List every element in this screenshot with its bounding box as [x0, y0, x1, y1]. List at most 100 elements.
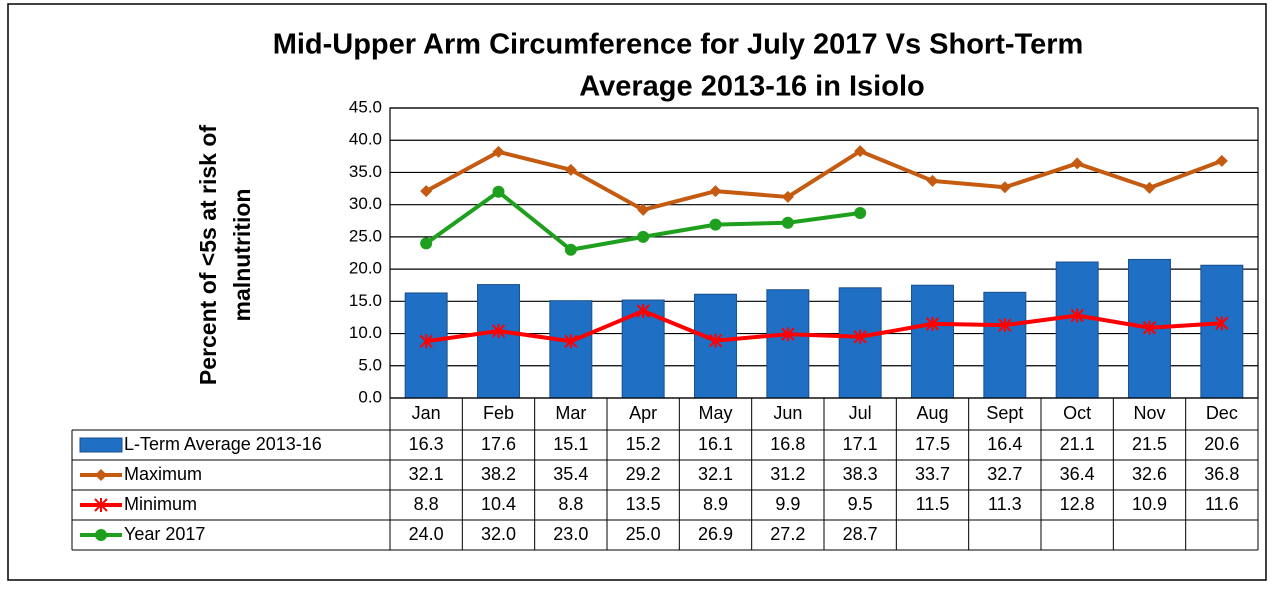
- y-tick-label: 0.0: [358, 387, 382, 406]
- table-value: 11.3: [988, 494, 1022, 514]
- x-tick-label: Jul: [849, 403, 872, 423]
- marker: [781, 190, 794, 203]
- table-value: 32.1: [409, 464, 444, 484]
- table-value: 11.6: [1205, 494, 1239, 514]
- table-value: 38.2: [481, 464, 516, 484]
- marker: [853, 329, 867, 344]
- table-value: 38.3: [843, 464, 878, 484]
- x-tick-label: May: [698, 403, 732, 423]
- marker: [1142, 320, 1157, 335]
- bar: [983, 291, 1027, 399]
- marker: [1071, 157, 1084, 170]
- legend-label: L-Term Average 2013-16: [124, 434, 322, 454]
- bar: [911, 284, 954, 399]
- marker: [1215, 154, 1228, 167]
- table-value: 33.7: [915, 464, 950, 484]
- table-value: 8.9: [703, 494, 728, 514]
- bar: [1200, 264, 1244, 399]
- table-value: 35.4: [553, 464, 588, 484]
- table-value: 13.5: [626, 494, 661, 514]
- line: [425, 309, 1222, 344]
- table-value: 9.9: [775, 494, 800, 514]
- marker: [492, 145, 505, 158]
- y-axis-title-line: malnutrition: [229, 189, 255, 322]
- marker: [420, 185, 433, 198]
- x-tick-label: Aug: [916, 403, 948, 423]
- table-value: 29.2: [626, 464, 661, 484]
- marker: [420, 237, 433, 250]
- marker: [781, 216, 794, 229]
- table-value: 11.5: [916, 494, 950, 514]
- table-value: 32.1: [698, 464, 733, 484]
- marker: [854, 145, 867, 158]
- legend-label: Minimum: [124, 494, 197, 514]
- table-value: 21.5: [1132, 434, 1167, 454]
- y-tick-label: 45.0: [349, 97, 382, 116]
- y-axis-title: Percent of <5s at risk of malnutrition: [195, 125, 255, 385]
- table-value: 8.8: [414, 494, 439, 514]
- marker: [709, 185, 722, 198]
- table-value: 17.1: [843, 434, 878, 454]
- marker: [709, 218, 722, 231]
- y-tick-label: 35.0: [349, 162, 382, 181]
- table-value: 12.8: [1060, 494, 1095, 514]
- plot-border: [389, 107, 1259, 399]
- table-value: 8.8: [558, 494, 583, 514]
- legend-label: Year 2017: [124, 524, 205, 544]
- marker: [637, 230, 650, 243]
- bar: [766, 289, 810, 399]
- y-axis-title-line: Percent of <5s at risk of: [195, 125, 221, 385]
- x-tick-label: Jun: [773, 403, 802, 423]
- bar: [404, 292, 448, 399]
- table-value: 10.4: [481, 494, 516, 514]
- y-tick-label: 10.0: [349, 323, 382, 342]
- table-value: 32.7: [987, 464, 1022, 484]
- table-value: 36.8: [1204, 464, 1239, 484]
- table-value: 25.0: [626, 524, 661, 544]
- table-value: 15.1: [553, 434, 588, 454]
- x-tick-label: Feb: [483, 403, 514, 423]
- table-value: 10.9: [1132, 494, 1167, 514]
- marker: [564, 334, 578, 349]
- bar: [549, 300, 593, 399]
- table-value: 21.1: [1060, 434, 1095, 454]
- table-value: 27.2: [770, 524, 805, 544]
- table-value: 26.9: [698, 524, 733, 544]
- y-tick-label: 25.0: [349, 226, 382, 245]
- table-value: 17.6: [481, 434, 516, 454]
- marker: [1070, 308, 1084, 323]
- x-tick-label: Sept: [986, 403, 1023, 423]
- marker: [94, 498, 108, 512]
- marker: [1215, 316, 1229, 331]
- marker: [708, 333, 723, 348]
- bar: [477, 284, 520, 399]
- table-value: 32.0: [481, 524, 516, 544]
- marker: [854, 207, 867, 220]
- marker: [564, 163, 577, 176]
- marker: [637, 203, 650, 216]
- marker: [95, 469, 107, 481]
- marker: [781, 327, 795, 342]
- bar: [1055, 261, 1099, 399]
- table-value: 17.5: [915, 434, 950, 454]
- marker: [926, 174, 939, 187]
- x-tick-label: Apr: [629, 403, 657, 423]
- y-tick-label: 40.0: [349, 130, 382, 149]
- y-tick-label: 30.0: [349, 194, 382, 213]
- chart-border: [7, 3, 1267, 581]
- table-value: 16.4: [987, 434, 1022, 454]
- marker: [636, 304, 650, 318]
- marker: [492, 185, 505, 198]
- table-value: 32.6: [1132, 464, 1167, 484]
- x-tick-label: Dec: [1206, 403, 1238, 423]
- table-value: 16.3: [409, 434, 444, 454]
- y-tick-label: 5.0: [358, 355, 382, 374]
- x-tick-label: Jan: [412, 403, 441, 423]
- marker: [998, 318, 1012, 333]
- chart-title: Average 2013-16 in Isiolo: [579, 71, 924, 103]
- legend-label: Maximum: [124, 464, 202, 484]
- marker: [95, 529, 107, 541]
- table-value: 36.4: [1060, 464, 1095, 484]
- line: [425, 149, 1223, 212]
